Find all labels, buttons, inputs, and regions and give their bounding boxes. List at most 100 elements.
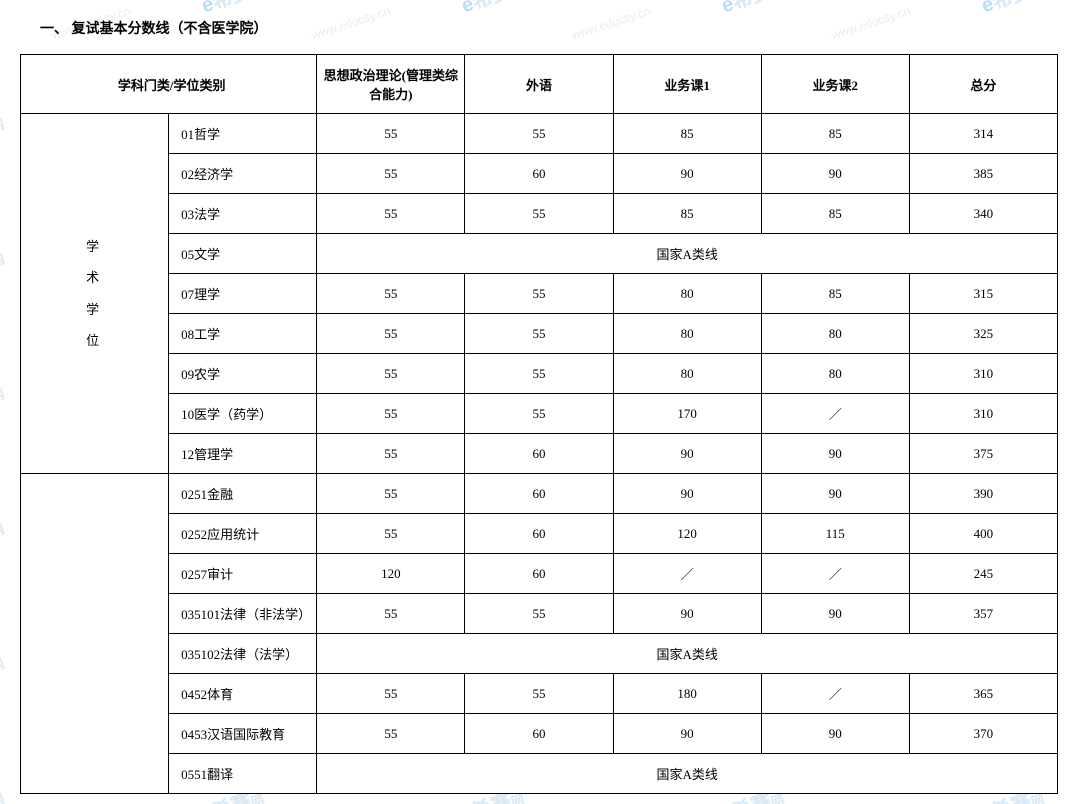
table-row: 035102法律（法学）国家A类线 [21, 634, 1058, 674]
table-cell: 05文学 [169, 234, 317, 274]
table-cell: 55 [465, 114, 613, 154]
table-cell: 80 [613, 354, 761, 394]
table-cell: 0257审计 [169, 554, 317, 594]
table-cell: 90 [761, 434, 909, 474]
table-cell: 90 [613, 434, 761, 474]
table-cell: 55 [317, 434, 465, 474]
watermark-logo: e希赛网 [0, 0, 7, 18]
col-subject: 学科门类/学位类别 [21, 55, 317, 114]
table-cell: 55 [317, 314, 465, 354]
table-cell: 55 [317, 674, 465, 714]
table-body: 学术学位01哲学5555858531402经济学5560909038503法学5… [21, 114, 1058, 794]
watermark-logo: e希赛网 [0, 511, 7, 558]
table-cell: 80 [761, 354, 909, 394]
col-politics: 思想政治理论(管理类综合能力) [317, 55, 465, 114]
table-row: 09农学55558080310 [21, 354, 1058, 394]
table-cell: 90 [761, 474, 909, 514]
table-cell: 55 [317, 354, 465, 394]
table-cell: 340 [909, 194, 1057, 234]
table-cell: 01哲学 [169, 114, 317, 154]
table-cell: 55 [317, 474, 465, 514]
table-cell: 07理学 [169, 274, 317, 314]
table-cell: 55 [317, 514, 465, 554]
table-cell: 390 [909, 474, 1057, 514]
table-cell: 90 [761, 594, 909, 634]
table-cell: 80 [613, 274, 761, 314]
table-cell: 80 [613, 314, 761, 354]
table-cell: 314 [909, 114, 1057, 154]
table-cell: 55 [317, 394, 465, 434]
table-row: 0257审计12060／／245 [21, 554, 1058, 594]
table-row: 0251金融55609090390 [21, 474, 1058, 514]
table-row: 05文学国家A类线 [21, 234, 1058, 274]
table-row: 08工学55558080325 [21, 314, 1058, 354]
table-cell: 90 [613, 154, 761, 194]
table-cell: 0452体育 [169, 674, 317, 714]
table-cell: 180 [613, 674, 761, 714]
col-total: 总分 [909, 55, 1057, 114]
table-cell: 325 [909, 314, 1057, 354]
table-cell: 365 [909, 674, 1057, 714]
table-row: 12管理学55609090375 [21, 434, 1058, 474]
table-row: 07理学55558085315 [21, 274, 1058, 314]
table-cell: 60 [465, 154, 613, 194]
table-cell: ／ [761, 674, 909, 714]
table-cell: 55 [465, 394, 613, 434]
table-cell: 115 [761, 514, 909, 554]
table-row: 学术学位01哲学55558585314 [21, 114, 1058, 154]
merged-cell: 国家A类线 [317, 754, 1058, 794]
table-cell: 85 [761, 274, 909, 314]
watermark-logo: e希赛网 [0, 241, 7, 288]
table-cell: 03法学 [169, 194, 317, 234]
merged-cell: 国家A类线 [317, 634, 1058, 674]
watermark-logo: e希赛网 [0, 781, 7, 804]
table-row: 03法学55558585340 [21, 194, 1058, 234]
table-cell: 85 [613, 114, 761, 154]
score-table: 学科门类/学位类别 思想政治理论(管理类综合能力) 外语 业务课1 业务课2 总… [20, 54, 1058, 794]
table-cell: 385 [909, 154, 1057, 194]
table-row: 0252应用统计5560120115400 [21, 514, 1058, 554]
table-cell: 55 [465, 274, 613, 314]
table-cell: 55 [465, 674, 613, 714]
table-row: 0551翻译国家A类线 [21, 754, 1058, 794]
col-course1: 业务课1 [613, 55, 761, 114]
table-header-row: 学科门类/学位类别 思想政治理论(管理类综合能力) 外语 业务课1 业务课2 总… [21, 55, 1058, 114]
table-cell: ／ [761, 394, 909, 434]
col-foreign: 外语 [465, 55, 613, 114]
table-cell: 10医学（药学） [169, 394, 317, 434]
table-row: 035101法律（非法学）55559090357 [21, 594, 1058, 634]
watermark-logo: e希赛网 [0, 376, 7, 423]
table-cell: 85 [761, 194, 909, 234]
table-cell: 310 [909, 354, 1057, 394]
table-cell: 120 [317, 554, 465, 594]
table-row: 0452体育5555180／365 [21, 674, 1058, 714]
table-cell: 0251金融 [169, 474, 317, 514]
table-cell: 245 [909, 554, 1057, 594]
table-cell: 315 [909, 274, 1057, 314]
table-cell: 0551翻译 [169, 754, 317, 794]
col-course2: 业务课2 [761, 55, 909, 114]
table-cell: 60 [465, 514, 613, 554]
table-cell: 90 [613, 474, 761, 514]
table-cell: 375 [909, 434, 1057, 474]
group-label: 学术学位 [21, 114, 169, 474]
table-cell: 90 [613, 594, 761, 634]
table-cell: 60 [465, 554, 613, 594]
table-cell: 09农学 [169, 354, 317, 394]
watermark-logo: e希赛网 [0, 106, 7, 153]
table-cell: 55 [317, 114, 465, 154]
table-cell: 12管理学 [169, 434, 317, 474]
table-cell: ／ [613, 554, 761, 594]
table-cell: 60 [465, 474, 613, 514]
table-row: 02经济学55609090385 [21, 154, 1058, 194]
table-cell: 55 [465, 594, 613, 634]
table-cell: 400 [909, 514, 1057, 554]
table-cell: 035102法律（法学） [169, 634, 317, 674]
table-cell: 02经济学 [169, 154, 317, 194]
table-row: 10医学（药学）5555170／310 [21, 394, 1058, 434]
table-cell: 55 [317, 154, 465, 194]
table-cell: 170 [613, 394, 761, 434]
table-cell: 55 [317, 594, 465, 634]
watermark-logo: e希赛网 [0, 646, 7, 693]
table-cell: 85 [761, 114, 909, 154]
